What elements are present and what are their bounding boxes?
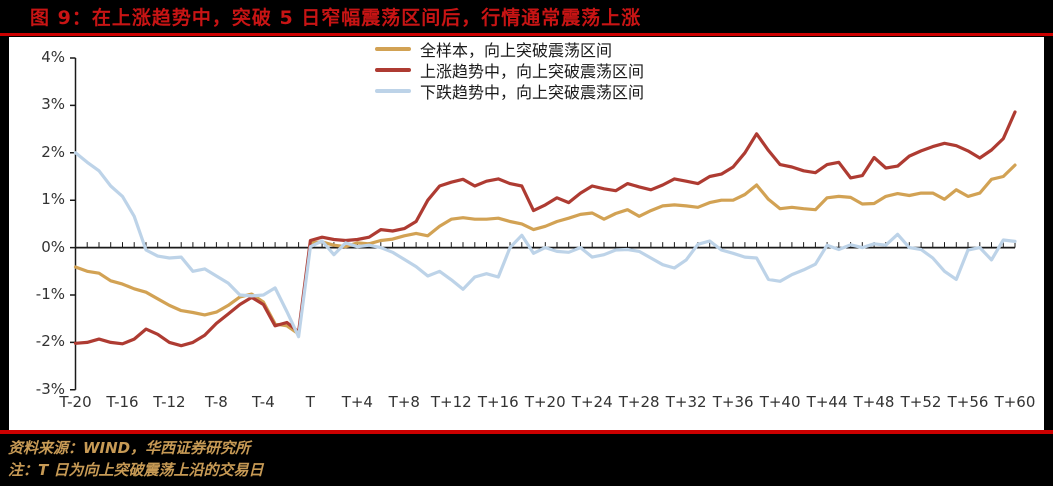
legend-item-uptrend: 上涨趋势中，向上突破震荡区间: [375, 59, 645, 81]
top-red-divider: [0, 33, 1053, 36]
figure-footer: 资料来源：WIND，华西证券研究所 注：T 日为向上突破震荡上沿的交易日: [8, 437, 1048, 481]
y-axis: [70, 57, 77, 391]
x-tick-label: T+52: [900, 393, 942, 411]
legend-item-downtrend: 下跌趋势中，向上突破震荡区间: [375, 80, 645, 102]
x-tick-label: T+8: [388, 393, 420, 411]
legend-line-swatch-full-sample: [375, 46, 411, 51]
legend-line-swatch-downtrend: [375, 88, 411, 93]
chart-panel: 全样本，向上突破震荡区间 上涨趋势中，向上突破震荡区间 下跌趋势中，向上突破震荡…: [9, 37, 1044, 430]
legend-line-swatch-uptrend: [375, 67, 411, 72]
y-tick-label: -1%: [35, 285, 65, 303]
y-tick-label: 3%: [41, 95, 65, 114]
x-tick-label: T+20: [524, 393, 566, 411]
x-tick-label: T+32: [665, 393, 707, 411]
x-tick-label: T-20: [59, 393, 92, 411]
x-tick-label: T+48: [853, 393, 895, 411]
chart-canvas: [70, 57, 1017, 391]
x-tick-label: T-12: [153, 393, 186, 411]
x-tick-label: T+24: [571, 393, 613, 411]
x-tick-label: T+44: [806, 393, 848, 411]
legend-label-downtrend: 下跌趋势中，向上突破震荡区间: [420, 82, 645, 102]
x-tick-label: T-4: [252, 393, 275, 411]
x-tick-label: T: [305, 393, 315, 411]
legend-label-uptrend: 上涨趋势中，向上突破震荡区间: [420, 61, 645, 81]
x-tick-label: T+56: [947, 393, 989, 411]
x-tick-label: T+36: [712, 393, 754, 411]
series-line-uptrend: [73, 110, 1017, 348]
y-tick-label: 4%: [41, 48, 65, 66]
x-tick-label: T+16: [477, 393, 519, 411]
x-tick-label: T-16: [106, 393, 139, 411]
series-line-downtrend: [73, 151, 1017, 339]
series-line-full-sample: [73, 163, 1017, 336]
x-tick-label: T+4: [341, 393, 373, 411]
x-tick-label: T+12: [430, 393, 472, 411]
legend-item-full-sample: 全样本，向上突破震荡区间: [375, 38, 644, 60]
chart-legend: 全样本，向上突破震荡区间 上涨趋势中，向上突破震荡区间 下跌趋势中，向上突破震荡…: [375, 38, 645, 102]
figure-title-bar: 图 9：在上涨趋势中，突破 5 日窄幅震荡区间后，行情通常震荡上涨: [0, 0, 1053, 33]
x-tick-label: T+40: [759, 393, 801, 411]
bottom-red-divider: [0, 430, 1053, 434]
y-tick-label: -2%: [35, 332, 65, 351]
source-note: 资料来源：WIND，华西证券研究所: [8, 439, 251, 457]
y-tick-label: 1%: [41, 190, 65, 209]
x-tick-label: T+60: [994, 393, 1036, 411]
x-tick-label: T-8: [205, 393, 228, 411]
x-axis-day-ticks: [75, 242, 1016, 248]
y-tick-label: 2%: [41, 142, 65, 161]
definition-note: 注：T 日为向上突破震荡上沿的交易日: [8, 461, 264, 479]
figure-title: 图 9：在上涨趋势中，突破 5 日窄幅震荡区间后，行情通常震荡上涨: [30, 7, 642, 29]
y-tick-label: -3%: [35, 379, 65, 398]
y-tick-label: 0%: [41, 237, 65, 256]
x-tick-label: T+28: [618, 393, 660, 411]
legend-label-full-sample: 全样本，向上突破震荡区间: [420, 40, 613, 60]
